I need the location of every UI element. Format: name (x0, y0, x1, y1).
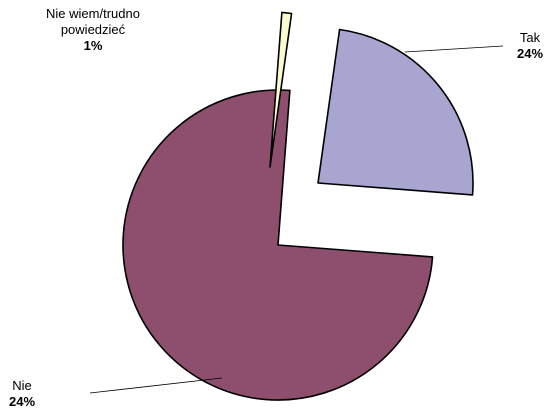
slice-pct-nie-wiem: 1% (83, 38, 103, 53)
leader-line-nie (89, 377, 223, 394)
pie-slice-nie-wiem-trudno-powiedzie (269, 11, 293, 168)
label-nie-wiem: Nie wiem/trudno powiedzieć 1% (18, 6, 168, 54)
pie-slices (122, 11, 474, 401)
pie-slice-nie (122, 89, 434, 401)
slice-pct-nie: 24% (8, 394, 36, 409)
slice-pct-tak: 24% (516, 46, 544, 61)
leader-lines (89, 45, 504, 394)
slice-label-tak: Tak (519, 30, 541, 45)
pie-slice-tak (317, 28, 474, 196)
leader-line-tak (404, 45, 504, 53)
label-nie: Nie 24% (2, 378, 42, 410)
slice-label-nie-wiem: Nie wiem/trudno powiedzieć (46, 6, 140, 37)
label-tak: Tak 24% (505, 30, 555, 62)
slice-label-nie: Nie (12, 378, 32, 393)
